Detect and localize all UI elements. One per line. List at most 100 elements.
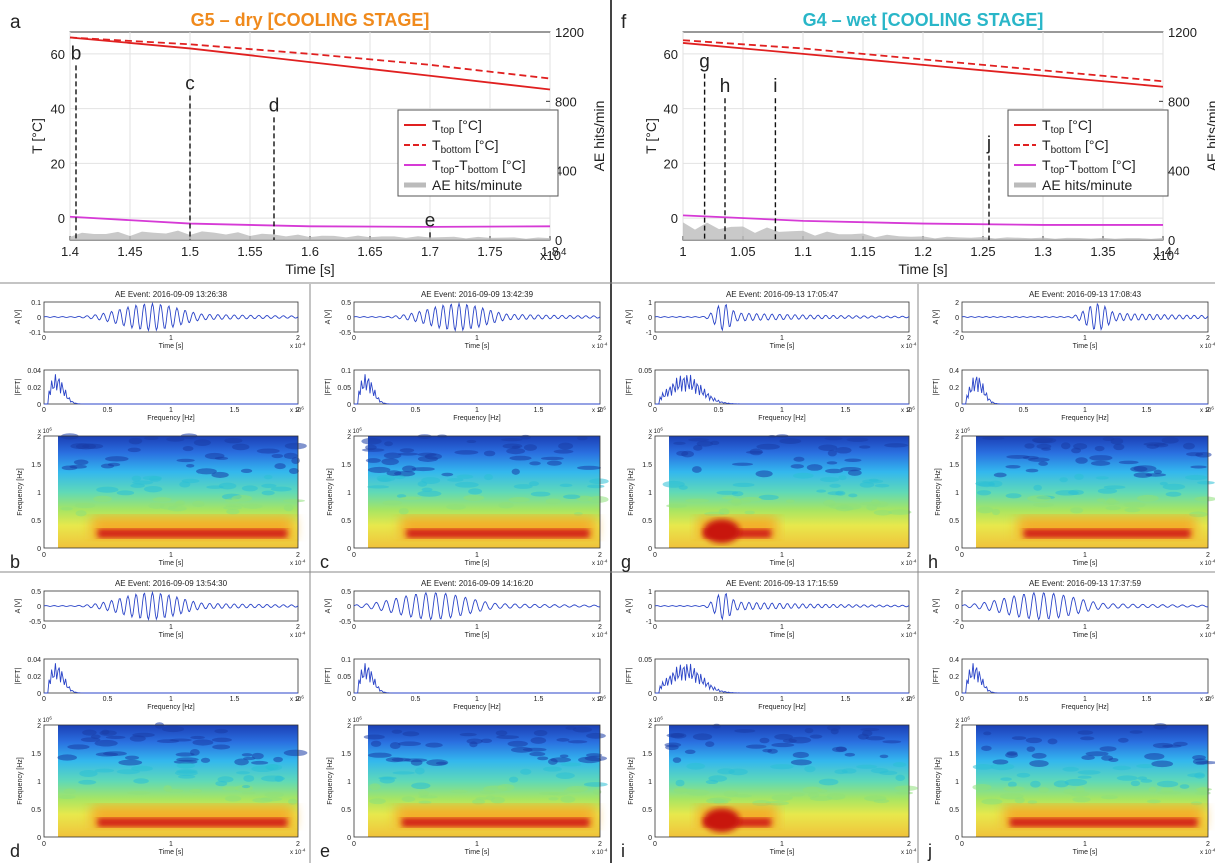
spectrogram-texture [820,476,840,483]
waveform-x-label: Time [s] [465,343,490,350]
spectrogram-texture [265,763,279,771]
spectrogram-texture [888,509,912,515]
waveform-x-exp: x 10-4 [1200,342,1215,350]
spectrogram-texture [1061,442,1071,450]
spectrogram-texture [1153,469,1162,474]
fft-x-tick: 0 [960,407,964,414]
spectrogram-texture [826,461,838,465]
y-right-tick-label: 400 [1168,164,1190,179]
series-line-1 [682,39,1164,83]
x-tick-label: 1.55 [237,244,262,259]
spectrogram-texture [545,498,561,505]
spectrogram-texture [1073,443,1088,450]
spectrogram-hot-spot [703,808,740,833]
spectrogram-texture [673,441,686,445]
waveform-x-exp: x 10-4 [1200,631,1215,639]
spectrogram-texture [189,748,200,756]
spectrogram-texture [1075,457,1088,464]
spectrogram-texture [273,756,283,763]
fft-x-tick: 2 [598,407,602,414]
legend-entry-0: Ttop [°C] [1042,117,1092,136]
spectrogram-y-exp: x 106 [956,427,970,435]
spectrogram-x-exp: x 10-4 [290,559,306,567]
spectrogram-x-exp: x 10-4 [901,848,917,856]
spectrogram-texture [506,447,526,455]
spectrogram-texture [384,441,393,447]
fft-x-exp: x 106 [592,695,606,703]
spectrogram-y-label: Frequency [Hz] [935,757,942,805]
spectrogram-texture [573,511,583,516]
spectrogram-texture [484,474,493,481]
spectrogram-texture [510,746,533,753]
spectrogram-texture [131,475,142,482]
waveform-x-tick: 0 [960,335,964,342]
spectrogram-texture [586,732,606,739]
spectrogram-texture [696,440,714,447]
spectrogram-texture [1095,476,1109,480]
waveform-y-label: A [V] [325,310,332,325]
spectrogram-texture [818,444,838,451]
fft-trace [44,663,298,694]
spectrogram-texture [779,438,802,444]
spectrogram-texture [809,734,823,739]
spectrogram-texture [871,499,880,506]
spectrogram-texture [288,798,298,805]
waveform-y-label: A [V] [15,310,22,325]
spectrogram-texture [529,751,546,757]
spectrogram-texture [363,734,385,740]
spectrogram-texture [1005,493,1022,499]
spectrogram-texture [691,466,702,473]
spectrogram-texture [132,480,154,485]
spectrogram-texture [264,791,284,798]
event-letter-h: h [928,552,938,572]
spectrogram-texture [520,434,532,440]
y-left-tick-label: 40 [664,102,678,117]
spectrogram-texture [131,765,153,772]
fft-y-tick: 0.1 [341,368,351,375]
waveform-x-tick: 2 [598,335,602,342]
spectrogram-texture [1036,443,1052,449]
spectrogram-texture [1195,791,1211,796]
spectrogram-texture [425,742,443,748]
spectrogram-texture [705,779,719,785]
spectrogram-texture [541,456,564,461]
spectrogram-texture [662,480,685,488]
spectrogram-texture [765,800,789,806]
spectrogram-y-tick: 2 [347,723,351,730]
waveform-x-label: Time [s] [159,343,184,350]
event-panel-d: AE Event: 2016-09-09 13:54:300.50-0.5A [… [10,579,308,861]
spectrogram-texture [1069,790,1090,797]
spectrogram-y-tick: 2 [37,723,41,730]
spectrogram-texture [558,442,574,450]
spectrogram-texture [1161,436,1179,444]
spectrogram-texture [402,731,420,737]
spectrogram-texture [288,468,299,475]
spectrogram-texture [835,505,854,512]
spectrogram-y-label: Frequency [Hz] [17,757,24,805]
spectrogram-texture [214,728,228,734]
spectrogram-texture [758,494,779,501]
y-left-tick-label: 40 [51,102,65,117]
spectrogram-texture [224,437,243,444]
spectrogram-texture [173,759,198,764]
spectrogram-texture [732,482,755,487]
spectrogram-texture [1055,490,1079,496]
spectrogram-axes [43,724,299,838]
spectrogram-texture [1081,755,1095,761]
waveform-x-exp: x 10-4 [901,342,917,350]
spectrogram-texture [1190,801,1203,806]
spectrogram-texture [523,444,538,451]
spectrogram-texture [1007,781,1017,788]
y-left-tick-label: 20 [51,156,65,171]
event-letter-g: g [621,552,631,572]
spectrogram-y-tick: 2 [648,723,652,730]
fft-x-exp: x 106 [901,406,915,414]
spectrogram-texture [1011,736,1027,741]
waveform-y-tick: -0.5 [29,619,41,626]
spectrogram-texture [1186,452,1204,457]
fft-x-tick: 0 [653,696,657,703]
spectrogram-texture [271,453,284,459]
spectrogram-texture [143,436,159,440]
spectrogram-texture [563,494,581,499]
